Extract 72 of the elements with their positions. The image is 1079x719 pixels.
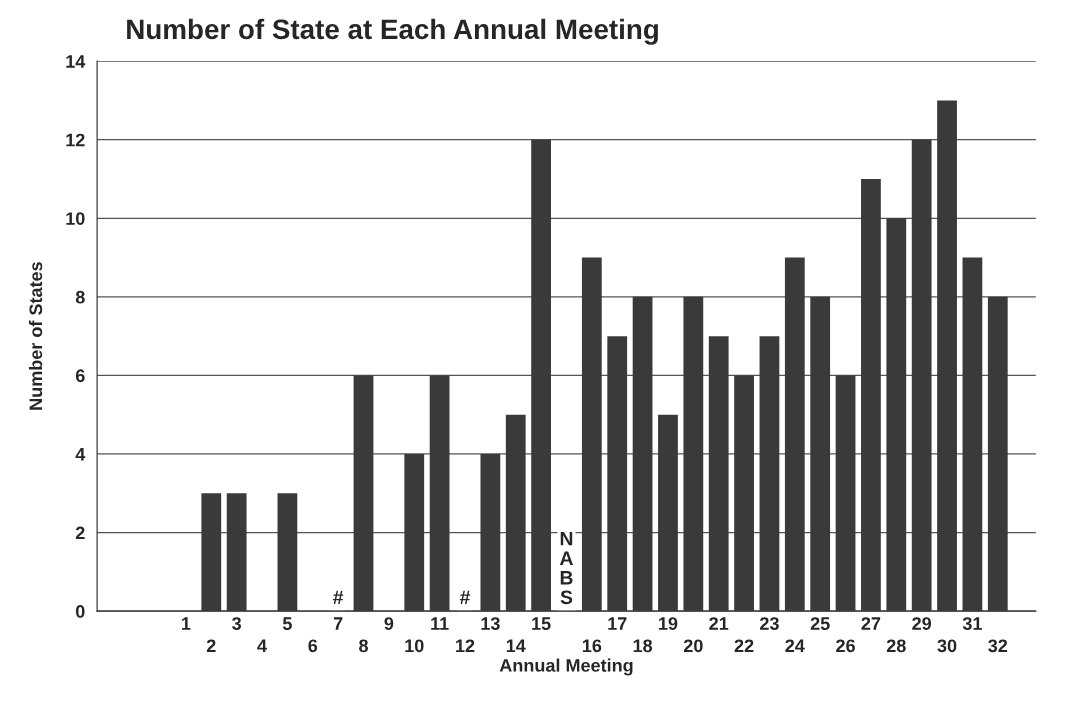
- x-tick-label: 22: [734, 639, 754, 653]
- bar: [277, 493, 298, 612]
- x-tick-label: 5: [282, 617, 292, 630]
- y-tick-label: 14: [66, 55, 86, 68]
- x-tick-label: 21: [709, 617, 729, 630]
- x-tick-label: 14: [506, 639, 526, 653]
- bar: [835, 375, 856, 612]
- annotation: NABS: [559, 531, 573, 605]
- bar: [759, 336, 780, 612]
- y-axis-title: Number of States: [28, 262, 43, 410]
- x-tick-label: 15: [532, 617, 551, 630]
- x-tick-label: 11: [431, 617, 449, 630]
- x-tick-label: 25: [810, 617, 830, 630]
- bar: [429, 375, 450, 612]
- x-tick-label: 26: [836, 639, 855, 653]
- bar: [911, 139, 932, 612]
- bar: [480, 454, 501, 612]
- x-tick-label: 28: [886, 639, 906, 653]
- y-tick-label: 0: [75, 605, 85, 618]
- x-tick-label: 17: [608, 617, 627, 630]
- bar: [581, 257, 602, 612]
- x-tick-label: 6: [308, 639, 318, 653]
- x-tick-label: 16: [582, 639, 602, 653]
- x-tick-label: 27: [861, 617, 881, 630]
- x-tick-label: 8: [359, 639, 368, 653]
- x-tick-label: 2: [206, 639, 216, 653]
- bar: [708, 336, 729, 612]
- bar: [607, 336, 628, 612]
- x-tick-label: 13: [481, 617, 500, 630]
- x-tick-label: 1: [182, 617, 191, 630]
- x-tick-label: 20: [683, 639, 703, 653]
- annotation: #: [333, 590, 344, 604]
- x-tick-label: 23: [760, 617, 779, 630]
- bar: [201, 493, 222, 612]
- bar: [861, 178, 881, 612]
- bar: [886, 218, 907, 612]
- bar: [683, 296, 704, 612]
- y-tick-label: 4: [75, 448, 86, 461]
- y-tick-label: 8: [75, 290, 85, 304]
- bar: [632, 296, 653, 612]
- x-tick-label: 7: [333, 617, 343, 630]
- bar: [658, 414, 678, 612]
- x-tick-label: 30: [937, 639, 957, 653]
- bar: [810, 296, 831, 612]
- x-tick-label: 12: [456, 639, 475, 653]
- x-tick-label: 29: [912, 617, 932, 630]
- x-tick-label: 32: [988, 639, 1008, 653]
- x-tick-label: 18: [633, 639, 653, 653]
- bar: [734, 375, 754, 612]
- y-tick-label: 12: [66, 133, 85, 147]
- x-tick-label: 9: [384, 617, 394, 630]
- x-tick-label: 3: [232, 617, 242, 630]
- y-tick-label: 10: [66, 212, 85, 225]
- bar: [505, 414, 526, 612]
- chart-title: Number of State at Each Annual Meeting: [127, 18, 658, 45]
- y-tick-label: 2: [75, 526, 85, 540]
- bar: [531, 139, 551, 612]
- bar: [937, 100, 957, 612]
- annotation: #: [459, 590, 471, 604]
- bar: [353, 375, 374, 612]
- y-tick-label: 6: [75, 369, 85, 383]
- bar: [987, 296, 1008, 612]
- x-tick-label: 10: [405, 639, 424, 653]
- x-tick-label: 4: [257, 639, 267, 653]
- bar: [784, 257, 805, 612]
- x-tick-label: 24: [785, 639, 805, 653]
- x-axis-title: Annual Meeting: [499, 658, 633, 676]
- bar: [226, 493, 247, 612]
- x-tick-label: 19: [659, 617, 678, 630]
- bar: [404, 454, 425, 612]
- x-tick-label: 31: [962, 617, 982, 630]
- bar: [962, 257, 983, 612]
